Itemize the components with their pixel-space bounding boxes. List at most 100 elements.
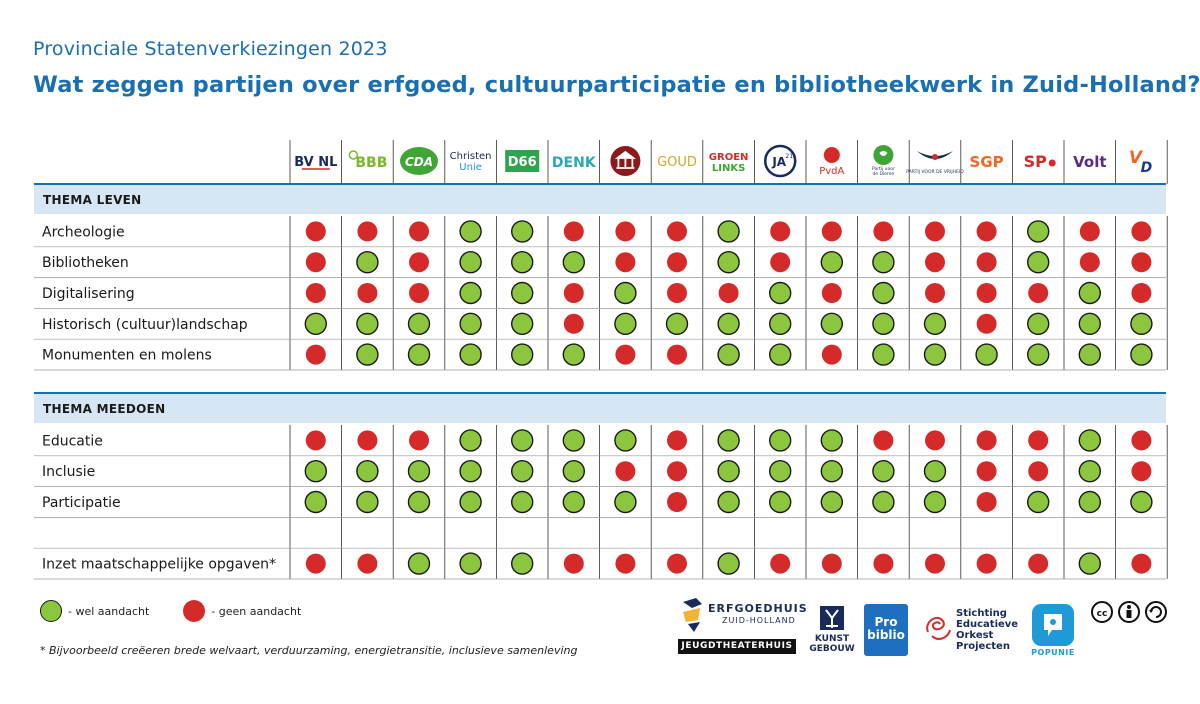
marker-no xyxy=(976,283,997,303)
marker-yes xyxy=(1130,312,1153,335)
marker-no xyxy=(1131,283,1152,303)
marker-yes xyxy=(511,220,534,243)
legend-yes-label: - wel aandacht xyxy=(68,604,150,618)
svg-text:Christen: Christen xyxy=(450,151,492,162)
marker-yes xyxy=(1078,312,1102,335)
marker-no xyxy=(1028,461,1049,482)
probiblio-logo: Pro biblio xyxy=(864,604,908,656)
marker-yes xyxy=(562,251,585,274)
marker-yes xyxy=(459,251,482,274)
marker-yes xyxy=(769,281,792,305)
marker-yes xyxy=(717,251,740,274)
marker-yes xyxy=(356,251,379,274)
goud-logo: GOUD xyxy=(657,155,697,170)
svg-text:JA: JA xyxy=(771,155,786,169)
marker-yes xyxy=(459,220,482,243)
marker-no xyxy=(718,283,739,303)
legend-no-label: - geen aandacht xyxy=(211,604,302,618)
marker-yes xyxy=(356,460,379,483)
marker-no xyxy=(821,553,842,574)
marker-yes xyxy=(872,281,895,305)
marker-yes xyxy=(511,251,534,274)
marker-no xyxy=(1131,553,1152,574)
marker-no xyxy=(873,221,894,242)
marker-no xyxy=(925,430,945,451)
svg-text:SGP: SGP xyxy=(970,153,1004,171)
volt-logo: Volt xyxy=(1073,153,1106,171)
marker-yes xyxy=(923,312,947,335)
denk-logo: DENK xyxy=(552,155,597,171)
marker-yes xyxy=(407,312,431,335)
marker-no xyxy=(821,221,842,242)
svg-text:BV NL: BV NL xyxy=(294,155,337,170)
marker-yes xyxy=(717,343,740,366)
marker-yes xyxy=(511,281,534,305)
marker-no xyxy=(615,252,636,273)
row-label: Inclusie xyxy=(42,464,95,480)
legend: - wel aandacht - geen aandacht xyxy=(40,600,301,622)
marker-yes xyxy=(820,251,843,274)
marker-no xyxy=(409,221,429,242)
marker-yes xyxy=(717,312,740,335)
svg-text:BBB: BBB xyxy=(355,155,387,171)
marker-yes xyxy=(407,460,431,483)
kunstgebouw-line-1: KUNST xyxy=(814,634,850,644)
pvda-logo: PvdA xyxy=(819,147,845,177)
popunie-logo: POPUNIE xyxy=(1030,604,1076,660)
svg-text:cc: cc xyxy=(1097,609,1108,619)
marker-yes xyxy=(1078,460,1102,483)
marker-yes xyxy=(1078,343,1102,366)
marker-yes xyxy=(459,343,482,366)
marker-no xyxy=(615,344,636,365)
marker-yes xyxy=(614,429,637,452)
erfgoedhuis-name: ERFGOEDHUIS xyxy=(708,602,808,615)
marker-yes xyxy=(820,429,843,452)
kunstgebouw-line-2: GEBOUW xyxy=(809,644,855,654)
seop-line-1: Stichting xyxy=(956,608,1007,619)
marker-yes xyxy=(717,429,740,452)
marker-yes xyxy=(511,460,534,483)
fvd-logo xyxy=(610,146,641,176)
marker-no xyxy=(821,344,842,365)
marker-yes xyxy=(769,343,792,366)
bvnl-logo: BV NL xyxy=(294,155,337,170)
row-label: Participatie xyxy=(42,495,121,511)
marker-no xyxy=(667,283,687,303)
marker-yes xyxy=(511,312,534,335)
marker-yes xyxy=(1078,429,1102,452)
kunstgebouw-icon xyxy=(820,606,844,630)
marker-no xyxy=(1079,221,1100,242)
marker-no xyxy=(770,553,791,574)
marker-no xyxy=(976,492,997,512)
bbb-logo: BBB xyxy=(348,150,387,171)
marker-yes xyxy=(356,343,379,366)
svg-text:LINKS: LINKS xyxy=(712,163,745,174)
svg-text:de Dieren: de Dieren xyxy=(872,171,894,177)
marker-yes xyxy=(356,490,379,514)
marker-no xyxy=(821,283,842,303)
marker-yes xyxy=(1078,552,1102,575)
cda-logo: CDA xyxy=(400,147,438,175)
marker-yes xyxy=(304,312,327,335)
marker-no xyxy=(357,221,378,242)
marker-yes xyxy=(562,429,585,452)
marker-yes xyxy=(562,343,585,366)
svg-text:CDA: CDA xyxy=(405,155,433,169)
marker-yes xyxy=(407,552,431,575)
marker-yes xyxy=(820,460,843,483)
page-subtitle: Provinciale Statenverkiezingen 2023 xyxy=(33,38,388,60)
seop-line-4: Projecten xyxy=(956,641,1010,652)
svg-text:V: V xyxy=(1129,148,1144,168)
marker-no xyxy=(667,492,687,512)
marker-yes xyxy=(872,343,895,366)
jeugdtheaterhuis-logo: JEUGDTHEATERHUIS xyxy=(678,639,796,654)
marker-no xyxy=(667,221,687,242)
marker-yes xyxy=(717,490,740,514)
section-band xyxy=(34,185,1166,214)
ja21-logo: JA 21 xyxy=(763,144,797,178)
marker-yes xyxy=(1130,490,1153,514)
svg-text:SP: SP xyxy=(1024,152,1048,171)
marker-yes xyxy=(975,343,998,366)
